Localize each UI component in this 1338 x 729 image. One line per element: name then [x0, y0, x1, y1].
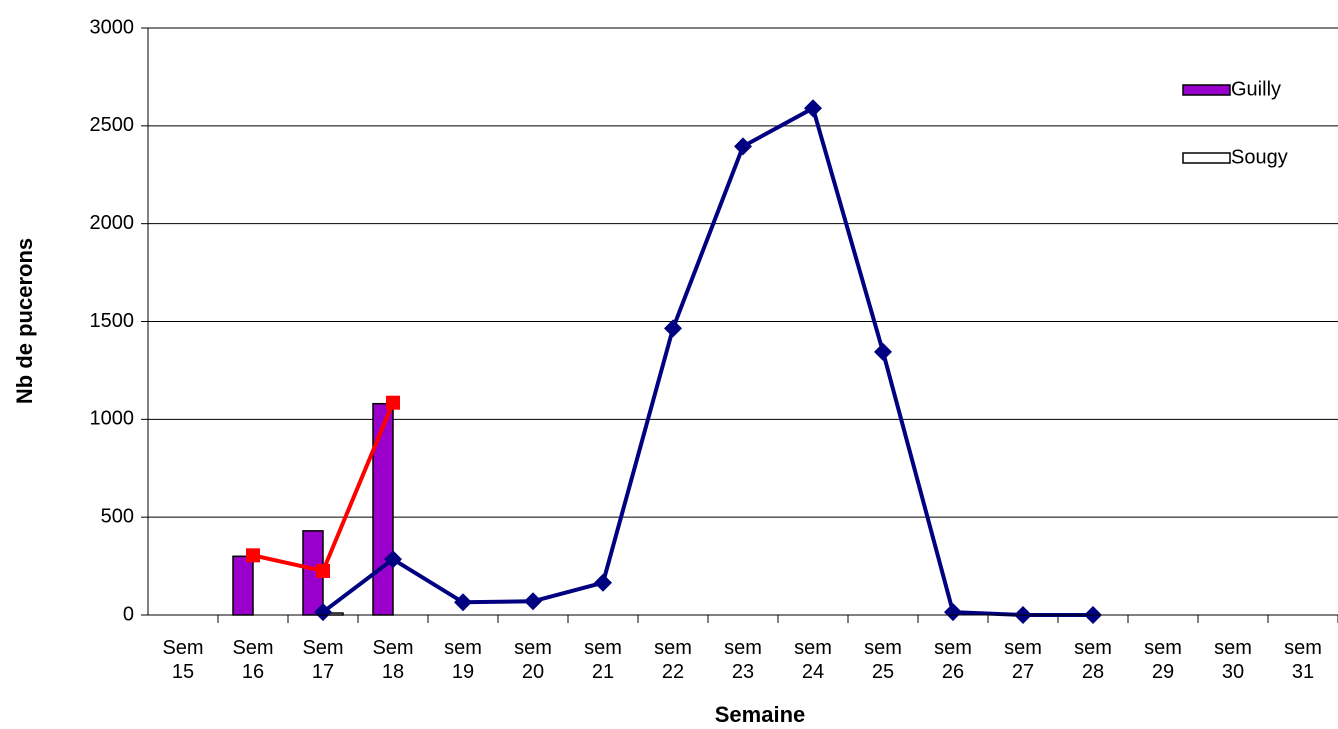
x-tick-label: sem 27: [1004, 637, 1042, 683]
y-tick-label: 0: [123, 603, 134, 625]
x-tick-label: sem 30: [1214, 637, 1252, 683]
x-tick-label: Sem 15: [162, 637, 204, 683]
x-axis-label: Semaine: [715, 702, 806, 727]
x-tick-label: sem 29: [1144, 637, 1182, 683]
marker: [874, 342, 892, 361]
bar: [232, 555, 254, 616]
y-tick-label: 2500: [90, 114, 135, 136]
y-axis-label: Nb de pucerons: [12, 238, 37, 404]
y-tick-label: 500: [101, 505, 134, 527]
legend-swatch: [1182, 84, 1231, 96]
marker: [246, 548, 260, 563]
x-tick-label: sem 19: [444, 637, 482, 683]
marker: [386, 395, 400, 410]
x-tick-label: sem 26: [934, 637, 972, 683]
x-tick-label: Sem 18: [372, 637, 414, 683]
legend-label: Guilly: [1231, 78, 1281, 100]
marker: [734, 137, 752, 156]
x-tick-label: sem 25: [864, 637, 902, 683]
marker: [804, 99, 822, 118]
x-tick-label: sem 21: [584, 637, 622, 683]
x-tick-label: sem 20: [514, 637, 552, 683]
legend-swatch: [1182, 152, 1231, 164]
marker: [454, 593, 472, 612]
x-tick-label: sem 28: [1074, 637, 1112, 683]
marker: [664, 319, 682, 338]
marker: [384, 550, 402, 569]
marker: [594, 573, 612, 592]
marker: [316, 563, 330, 578]
x-tick-label: sem 31: [1284, 637, 1322, 683]
marker: [944, 603, 962, 622]
y-tick-label: 1000: [90, 408, 135, 430]
y-tick-label: 3000: [90, 16, 135, 38]
x-tick-label: sem 22: [654, 637, 692, 683]
x-tick-label: Sem 16: [232, 637, 274, 683]
line: [321, 105, 1093, 617]
y-tick-label: 2000: [90, 212, 135, 234]
x-tick-label: sem 23: [724, 637, 762, 683]
marker: [524, 592, 542, 611]
legend-label: Sougy: [1231, 146, 1288, 168]
marker: [314, 603, 332, 622]
y-tick-label: 1500: [90, 310, 135, 332]
bar: [372, 402, 394, 616]
x-tick-label: sem 24: [794, 637, 832, 683]
x-tick-label: Sem 17: [302, 637, 344, 683]
